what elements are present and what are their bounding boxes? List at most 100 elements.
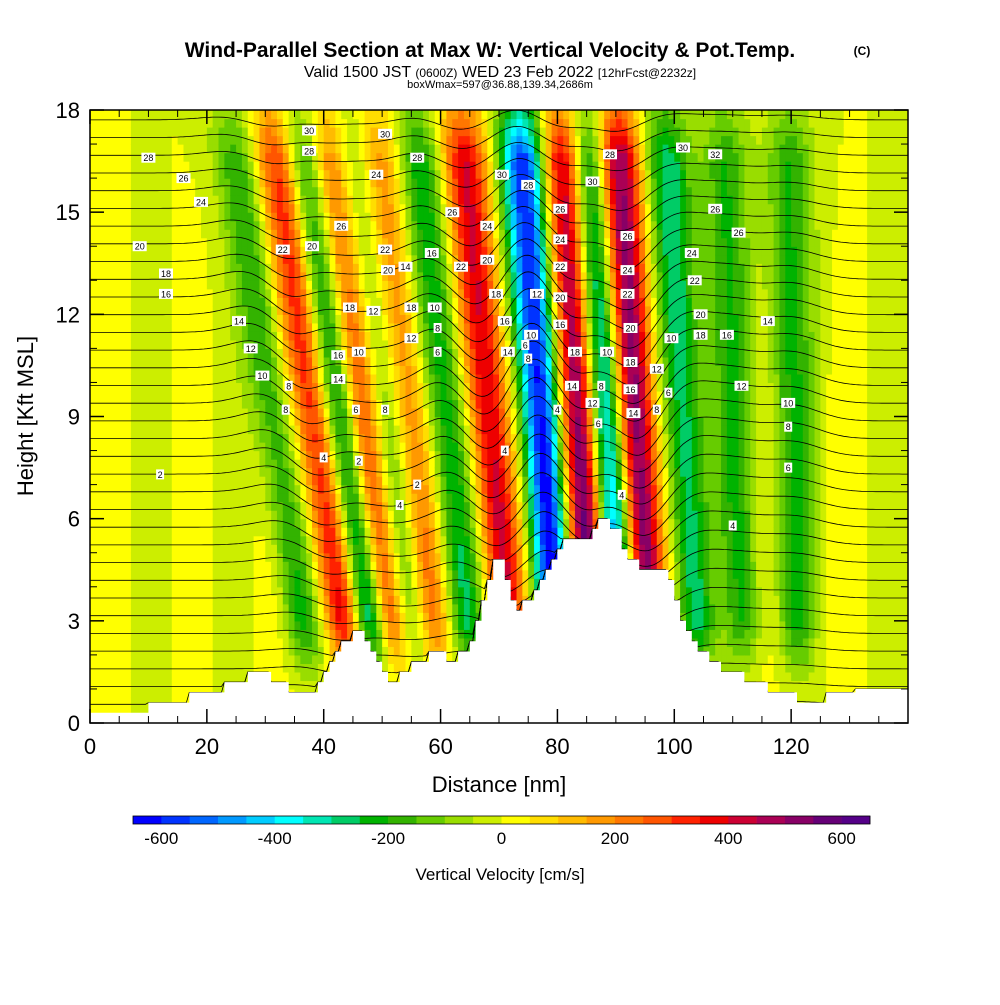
w-cell	[101, 688, 109, 699]
w-cell	[405, 144, 412, 154]
w-cell	[177, 510, 185, 520]
w-cell	[218, 110, 225, 120]
w-cell	[458, 373, 465, 384]
w-cell	[341, 212, 348, 222]
w-cell	[189, 450, 196, 460]
w-cell	[317, 442, 325, 452]
w-cell	[434, 629, 442, 639]
w-cell	[201, 586, 208, 596]
w-cell	[212, 186, 220, 196]
w-cell	[306, 535, 313, 545]
w-cell	[259, 169, 266, 179]
w-cell	[136, 484, 144, 494]
w-cell	[335, 629, 342, 639]
w-cell	[236, 110, 243, 120]
w-cell	[230, 178, 237, 188]
w-cell	[440, 603, 448, 613]
w-cell	[125, 407, 132, 418]
w-cell	[183, 476, 190, 486]
w-cell	[329, 110, 336, 120]
w-cell	[271, 271, 278, 281]
w-cell	[341, 339, 348, 349]
w-cell	[335, 263, 342, 273]
w-cell	[160, 578, 167, 588]
w-cell	[300, 663, 307, 673]
w-cell	[440, 390, 448, 401]
w-cell	[306, 407, 313, 418]
w-cell	[90, 356, 97, 367]
w-cell	[154, 688, 161, 699]
w-cell	[370, 373, 377, 384]
w-cell	[241, 527, 249, 537]
w-cell	[113, 552, 120, 562]
w-cell	[335, 544, 342, 554]
w-cell	[113, 705, 120, 716]
w-cell	[206, 510, 214, 520]
w-cell	[253, 186, 261, 196]
w-cell	[142, 220, 150, 230]
w-cell	[458, 110, 465, 120]
w-cell	[434, 195, 442, 205]
w-cell	[154, 331, 161, 341]
w-cell	[440, 203, 448, 213]
w-cell	[411, 442, 418, 452]
w-cell	[481, 399, 488, 409]
w-cell	[259, 612, 266, 622]
w-cell	[417, 118, 424, 128]
w-cell	[323, 169, 331, 179]
w-cell	[387, 144, 395, 154]
w-cell	[282, 254, 290, 264]
w-cell	[265, 195, 272, 205]
w-cell	[236, 629, 243, 639]
w-cell	[101, 407, 109, 418]
w-cell	[323, 254, 331, 264]
w-cell	[259, 246, 266, 256]
w-cell	[364, 220, 372, 230]
w-cell	[271, 646, 278, 656]
w-cell	[475, 331, 483, 341]
w-cell	[341, 561, 348, 571]
w-cell	[130, 365, 138, 375]
w-cell	[271, 620, 278, 630]
w-cell	[288, 442, 296, 452]
w-cell	[107, 688, 114, 699]
w-cell	[475, 365, 483, 375]
w-cell	[341, 433, 348, 443]
w-cell	[142, 263, 150, 273]
w-cell	[294, 450, 301, 460]
w-cell	[446, 305, 453, 315]
w-cell	[335, 365, 342, 375]
w-cell	[95, 161, 103, 171]
w-cell	[452, 195, 459, 205]
w-cell	[405, 161, 412, 171]
w-cell	[469, 390, 477, 401]
w-cell	[329, 220, 336, 230]
w-cell	[376, 501, 383, 511]
w-cell	[183, 271, 190, 281]
w-cell	[423, 561, 430, 571]
w-cell	[364, 365, 372, 375]
w-cell	[300, 135, 307, 145]
w-cell	[265, 603, 272, 613]
w-cell	[306, 544, 313, 554]
w-cell	[405, 433, 412, 443]
w-cell	[487, 535, 494, 545]
w-cell	[148, 135, 155, 145]
w-cell	[90, 127, 97, 137]
w-cell	[154, 118, 161, 128]
w-cell	[417, 552, 424, 562]
w-cell	[107, 135, 114, 145]
w-cell	[387, 118, 395, 128]
w-cell	[165, 118, 173, 128]
w-cell	[312, 254, 319, 264]
w-cell	[212, 425, 220, 435]
w-cell	[440, 620, 448, 630]
w-cell	[154, 493, 161, 503]
w-cell	[201, 356, 208, 367]
w-cell	[177, 246, 185, 256]
w-cell	[236, 118, 243, 128]
w-cell	[160, 229, 167, 239]
w-cell	[458, 578, 465, 588]
w-cell	[230, 322, 237, 332]
w-cell	[423, 476, 430, 486]
